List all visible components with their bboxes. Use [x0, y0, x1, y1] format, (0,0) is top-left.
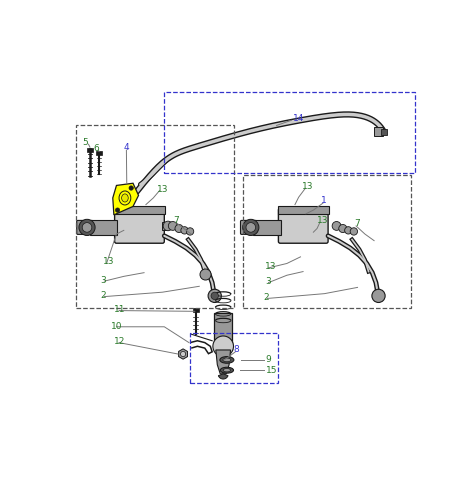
Bar	[90, 220, 117, 235]
Ellipse shape	[223, 358, 231, 362]
Ellipse shape	[220, 367, 234, 373]
Text: 4: 4	[124, 143, 130, 152]
FancyBboxPatch shape	[240, 220, 256, 234]
Circle shape	[181, 227, 188, 234]
Circle shape	[350, 228, 358, 235]
Text: 5: 5	[82, 138, 88, 147]
Text: 2: 2	[264, 293, 269, 302]
Text: 10: 10	[111, 322, 123, 331]
Bar	[96, 151, 102, 155]
Text: 13: 13	[317, 216, 329, 225]
Circle shape	[129, 186, 133, 190]
Polygon shape	[113, 183, 139, 215]
Bar	[381, 129, 387, 135]
Ellipse shape	[119, 191, 131, 205]
Ellipse shape	[122, 194, 128, 202]
Circle shape	[243, 219, 259, 236]
Bar	[374, 127, 383, 137]
Text: 9: 9	[266, 356, 271, 364]
Circle shape	[211, 292, 218, 300]
Ellipse shape	[220, 357, 234, 363]
Circle shape	[246, 223, 256, 232]
Bar	[164, 92, 415, 174]
Text: 11: 11	[114, 305, 125, 314]
Text: 3: 3	[265, 277, 271, 286]
Ellipse shape	[223, 369, 230, 372]
Circle shape	[163, 221, 173, 231]
Text: 13: 13	[157, 185, 169, 194]
Text: 6: 6	[93, 144, 99, 153]
Bar	[86, 148, 93, 152]
Text: 14: 14	[293, 114, 304, 122]
FancyBboxPatch shape	[278, 208, 328, 243]
Text: 8: 8	[233, 346, 239, 355]
Text: 13: 13	[302, 182, 314, 191]
Circle shape	[372, 289, 385, 303]
Text: 12: 12	[114, 337, 125, 346]
Circle shape	[168, 221, 177, 230]
Circle shape	[345, 227, 352, 234]
Circle shape	[115, 208, 120, 212]
Bar	[278, 206, 329, 214]
Text: 2: 2	[101, 292, 106, 300]
Text: 13: 13	[103, 257, 114, 266]
Bar	[190, 334, 278, 383]
Circle shape	[332, 221, 341, 230]
Bar	[253, 220, 281, 235]
Circle shape	[200, 269, 211, 280]
Wedge shape	[218, 374, 228, 379]
Bar	[243, 175, 411, 308]
FancyBboxPatch shape	[76, 220, 93, 234]
Bar	[193, 308, 199, 312]
FancyBboxPatch shape	[114, 208, 164, 243]
Bar	[114, 206, 165, 214]
Text: 3: 3	[101, 275, 106, 284]
Text: 13: 13	[265, 262, 276, 271]
Circle shape	[208, 289, 221, 303]
Circle shape	[180, 351, 186, 357]
Circle shape	[186, 228, 194, 235]
Polygon shape	[216, 350, 230, 374]
Text: 7: 7	[173, 216, 179, 225]
Circle shape	[339, 225, 347, 233]
Circle shape	[79, 219, 95, 236]
Circle shape	[175, 225, 183, 233]
Circle shape	[82, 223, 92, 232]
Text: 15: 15	[266, 366, 277, 375]
Bar	[76, 125, 234, 308]
Bar	[162, 222, 168, 230]
Text: 7: 7	[354, 219, 360, 228]
Bar	[214, 313, 232, 350]
Circle shape	[213, 336, 234, 357]
Text: 1: 1	[321, 196, 326, 206]
